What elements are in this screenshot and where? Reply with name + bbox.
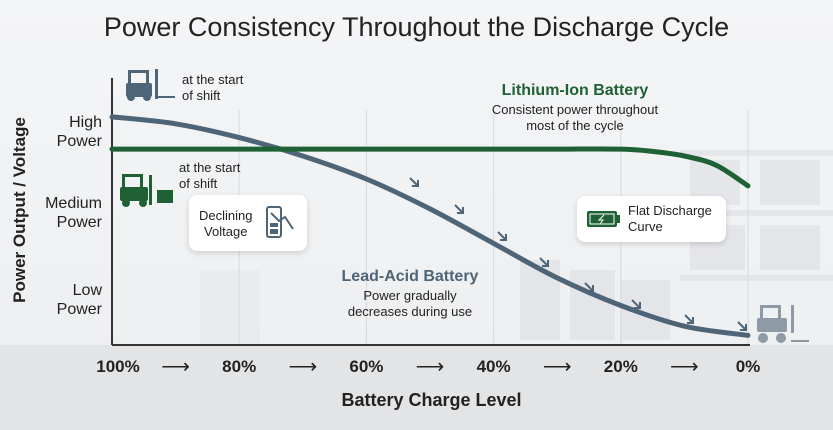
warehouse-shelves: [200, 150, 833, 345]
floor-band: [0, 345, 833, 430]
series-line-lithium-ion-battery: [109, 146, 751, 189]
x-tick-label: 80%: [222, 357, 257, 376]
down-arrow-icon: [737, 321, 747, 331]
start-label-lithium: at the start of shift: [179, 160, 241, 191]
declining-voltage-callout: Declining Voltage: [189, 195, 307, 251]
lead-acid-annotation: Lead-Acid Battery Power gradually decreas…: [341, 268, 479, 319]
down-arrow-icon: [454, 204, 464, 214]
down-arrow-icon: [539, 257, 549, 267]
battery-declining-icon: [266, 206, 294, 238]
forklift-icon: [126, 69, 175, 101]
chart-title: Power Consistency Throughout the Dischar…: [103, 12, 730, 42]
x-tick-label: 100%: [96, 357, 140, 376]
x-arrow: ⟶: [415, 356, 445, 378]
forklift-icon: [120, 174, 173, 207]
x-tick-label: 40%: [476, 357, 511, 376]
down-arrow-icon: [684, 314, 694, 324]
x-tick-label: 0%: [735, 357, 761, 376]
x-arrow: ⟶: [542, 356, 572, 378]
x-tick-label: 60%: [349, 357, 384, 376]
x-arrow: ⟶: [161, 356, 190, 378]
x-arrow: ⟶: [288, 356, 318, 378]
y-tick-label: High Power: [56, 114, 102, 150]
start-label-lead: at the start of shift: [182, 72, 244, 103]
lithium-annotation: Lithium-Ion Battery Consistent power thr…: [491, 82, 659, 133]
x-axis-label: Battery Charge Level: [341, 390, 522, 410]
y-tick-label: Medium Power: [45, 194, 102, 231]
down-arrow-icon: [584, 282, 594, 292]
down-arrow-icon: [497, 231, 507, 241]
forklift-icon: [757, 305, 809, 343]
down-arrow-icon: [631, 299, 641, 309]
y-tick-label: Low Power: [56, 281, 102, 318]
x-tick-label: 20%: [603, 357, 638, 376]
x-arrow: ⟶: [670, 356, 699, 378]
down-arrow-icon: [409, 177, 419, 187]
series-line-lead-acid-battery: [109, 114, 751, 338]
battery-charging-icon: [587, 211, 620, 227]
flat-discharge-callout: Flat Discharge Curve: [577, 196, 726, 242]
